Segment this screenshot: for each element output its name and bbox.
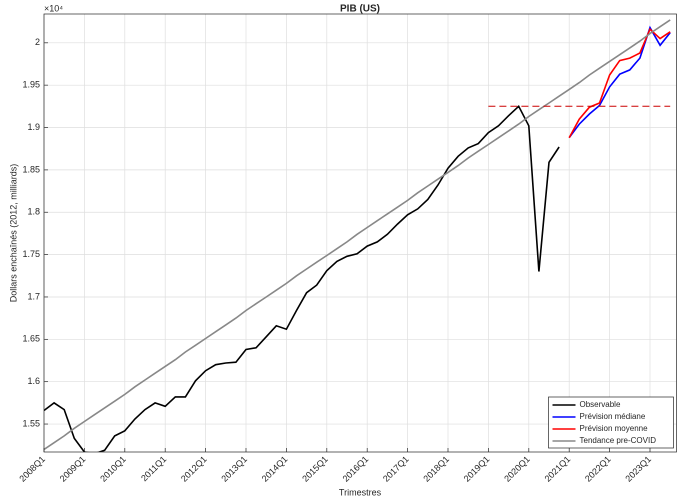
y-tick-label: 1.85 [22, 164, 40, 174]
y-tick-label: 1.65 [22, 334, 40, 344]
y-tick-label: 1.95 [22, 80, 40, 90]
series-line [44, 19, 671, 451]
y-tick-label: 1.55 [22, 418, 40, 428]
legend-label: Prévision médiane [580, 412, 646, 421]
series-line [44, 104, 560, 452]
legend-label: Observable [580, 400, 621, 409]
y-multiplier: ×10⁴ [44, 3, 63, 13]
x-axis-label: Trimestres [339, 487, 382, 497]
plot-area [44, 19, 671, 452]
series-line [568, 25, 671, 139]
y-axis-label: Dollars enchaînés (2012, milliards) [8, 164, 18, 303]
y-tick-label: 1.6 [27, 376, 40, 386]
y-tick-label: 1.9 [27, 122, 40, 132]
chart-title: PIB (US) [340, 4, 380, 15]
y-tick-label: 2 [35, 37, 40, 47]
series-line [568, 27, 671, 139]
y-tick-label: 1.7 [27, 291, 40, 301]
y-tick-label: 1.8 [27, 207, 40, 217]
y-tick-label: 1.75 [22, 249, 40, 259]
legend-label: Tendance pre-COVID [580, 436, 657, 445]
legend-label: Prévision moyenne [580, 424, 649, 433]
